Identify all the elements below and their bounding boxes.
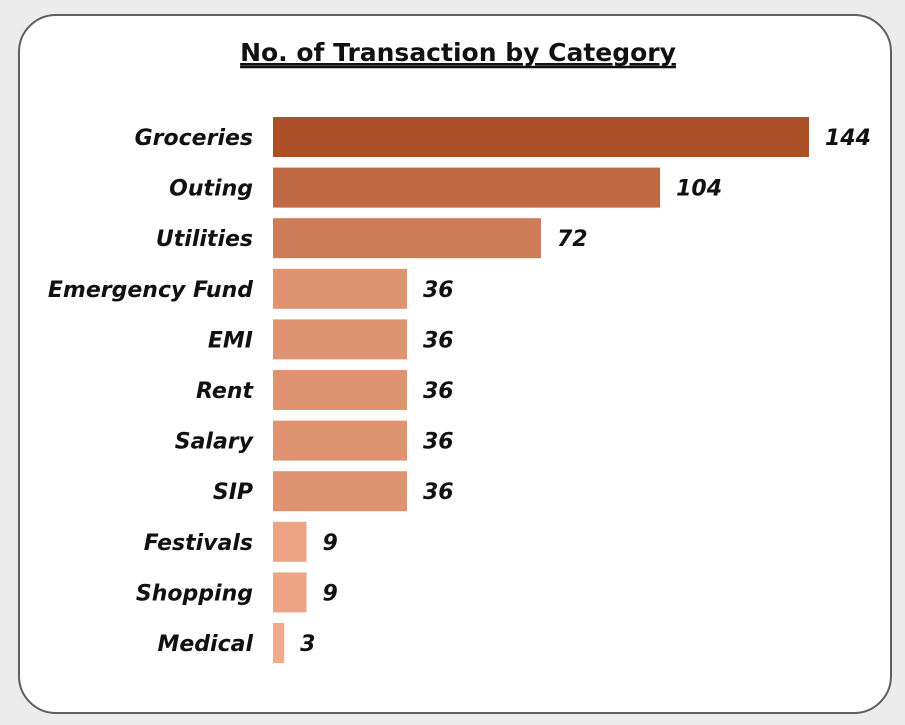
category-label: SIP	[213, 480, 253, 505]
category-label: Medical	[157, 632, 253, 657]
bar-groceries[interactable]	[273, 117, 809, 157]
category-label: Festivals	[144, 531, 253, 556]
category-label: Groceries	[135, 126, 253, 151]
data-label: 36	[423, 328, 454, 353]
category-label: Salary	[175, 430, 255, 455]
bar-utilities[interactable]	[273, 218, 541, 258]
data-label: 9	[323, 531, 338, 556]
bars-group: Groceries 144 Outing 104 Utilities 72 Emergenc…	[48, 117, 871, 663]
data-label: 36	[423, 480, 454, 505]
category-label: Shopping	[136, 581, 253, 606]
bar-rent[interactable]	[273, 370, 407, 410]
bar-shopping[interactable]	[273, 572, 307, 612]
bar-festivals[interactable]	[273, 522, 307, 562]
data-label: 36	[423, 430, 454, 455]
category-label: Outing	[169, 177, 253, 202]
bar-outing[interactable]	[273, 168, 660, 208]
data-label: 104	[676, 177, 722, 202]
bar-medical[interactable]	[273, 623, 284, 663]
category-label: Rent	[196, 379, 254, 404]
chart-title: No. of Transaction by Category	[240, 38, 676, 67]
bar-salary[interactable]	[273, 421, 407, 461]
category-label: EMI	[208, 328, 253, 353]
bar-sip[interactable]	[273, 471, 407, 511]
data-label: 3	[300, 632, 315, 657]
bar-emi[interactable]	[273, 319, 407, 359]
data-label: 36	[423, 379, 454, 404]
data-label: 144	[825, 126, 871, 151]
category-label: Emergency Fund	[48, 278, 253, 303]
bar-emergency-fund[interactable]	[273, 269, 407, 309]
category-label: Utilities	[156, 227, 253, 252]
data-label: 9	[323, 581, 338, 606]
data-label: 72	[557, 227, 588, 252]
data-label: 36	[423, 278, 454, 303]
